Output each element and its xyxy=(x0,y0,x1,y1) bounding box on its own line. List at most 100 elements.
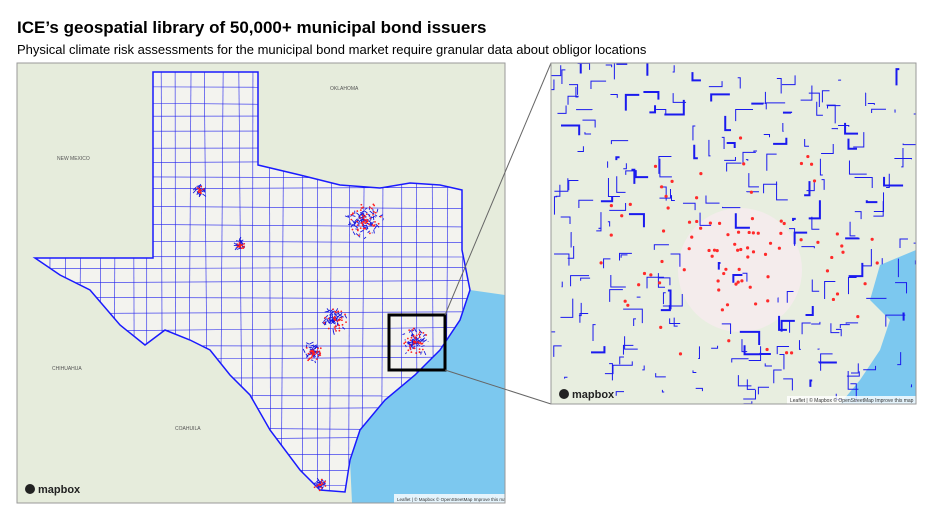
issuer-dot xyxy=(311,349,314,352)
district-scribble xyxy=(423,350,427,356)
issuer-dot xyxy=(356,210,359,212)
issuer-dot xyxy=(724,267,728,271)
issuer-dot xyxy=(344,313,346,316)
issuer-dot xyxy=(657,281,662,285)
place-label: NEW MEXICO xyxy=(57,156,90,162)
boundary xyxy=(698,346,700,360)
issuer-dot xyxy=(236,245,239,248)
issuer-dot xyxy=(812,179,817,183)
boundary xyxy=(765,102,786,110)
issuer-dot xyxy=(316,358,318,360)
boundary xyxy=(847,138,858,150)
boundary xyxy=(708,139,711,157)
issuer-dot xyxy=(626,303,630,307)
issuer-dot xyxy=(661,229,666,233)
issuer-dot xyxy=(318,350,321,353)
issuer-dot xyxy=(316,485,318,488)
district-scribble xyxy=(203,188,206,193)
boundary xyxy=(642,365,645,371)
issuer-dot xyxy=(361,222,364,225)
boundary xyxy=(732,274,743,283)
boundary xyxy=(759,352,771,355)
issuer-dot xyxy=(733,242,737,246)
boundary xyxy=(664,99,685,116)
inset-frame xyxy=(550,62,917,405)
boundary xyxy=(821,90,830,103)
issuer-dot xyxy=(716,279,720,283)
district-scribble xyxy=(192,189,197,194)
issuer-dot xyxy=(334,328,337,330)
boundary xyxy=(757,386,770,395)
issuer-dot xyxy=(409,346,412,349)
district-scribble xyxy=(196,191,200,195)
issuer-dot xyxy=(318,489,321,492)
district-scribble xyxy=(236,247,241,250)
boundary xyxy=(613,63,615,80)
boundary xyxy=(830,323,840,334)
issuer-dot xyxy=(241,244,244,246)
district-scribble xyxy=(324,321,327,325)
issuer-dot xyxy=(816,240,820,244)
logo-icon xyxy=(559,389,569,399)
district-scribble xyxy=(371,232,373,234)
boundary xyxy=(607,221,611,227)
boundary xyxy=(649,105,657,114)
issuer-dot xyxy=(809,162,814,166)
issuer-dot xyxy=(682,268,686,272)
boundary xyxy=(643,91,660,100)
boundary xyxy=(764,91,766,105)
district-scribble xyxy=(329,311,334,316)
boundary xyxy=(578,199,594,209)
issuer-dot xyxy=(240,247,243,250)
issuer-dot xyxy=(243,245,246,248)
district-scribble xyxy=(364,207,368,210)
district-scribble xyxy=(196,192,198,196)
issuer-dot xyxy=(649,273,653,277)
boundary xyxy=(619,252,632,261)
issuer-dot xyxy=(415,334,418,337)
boundary xyxy=(895,68,900,86)
district-scribble xyxy=(309,341,314,345)
boundary xyxy=(845,237,860,240)
issuer-dot xyxy=(708,221,712,225)
district-scribble xyxy=(323,318,327,322)
boundary xyxy=(711,345,719,349)
issuer-dot xyxy=(784,351,789,355)
zoom-line xyxy=(444,369,552,405)
issuer-dot xyxy=(362,206,364,209)
boundary xyxy=(615,391,625,396)
issuer-dot xyxy=(307,359,310,362)
boundary xyxy=(748,173,759,188)
district-scribble xyxy=(331,310,335,313)
boundary xyxy=(886,173,890,188)
issuer-dot xyxy=(695,219,699,224)
issuer-dot xyxy=(334,326,336,329)
issuer-dot xyxy=(870,237,874,241)
boundary xyxy=(763,133,771,138)
issuer-dot xyxy=(409,347,412,350)
boundary xyxy=(554,253,570,266)
boundary xyxy=(811,216,820,230)
place-label: COAHUILA xyxy=(175,426,201,432)
boundary xyxy=(910,384,913,388)
boundary xyxy=(804,139,810,147)
boundary xyxy=(735,108,754,122)
issuer-dot xyxy=(642,271,647,276)
issuer-dot xyxy=(410,351,413,354)
issuer-dot xyxy=(312,353,314,356)
boundary xyxy=(745,159,749,161)
boundary xyxy=(894,158,912,160)
boundary xyxy=(897,352,902,366)
issuer-dot xyxy=(363,220,365,223)
district-scribble xyxy=(370,217,372,221)
issuer-dot xyxy=(863,282,867,286)
boundary xyxy=(570,275,590,287)
issuer-dot xyxy=(875,261,879,265)
issuer-dot xyxy=(710,254,714,258)
issuer-dot xyxy=(408,329,411,332)
issuer-dot xyxy=(421,348,424,351)
boundary xyxy=(603,258,611,269)
issuer-dot xyxy=(825,269,830,273)
boundary xyxy=(831,128,838,130)
boundary xyxy=(591,346,606,354)
